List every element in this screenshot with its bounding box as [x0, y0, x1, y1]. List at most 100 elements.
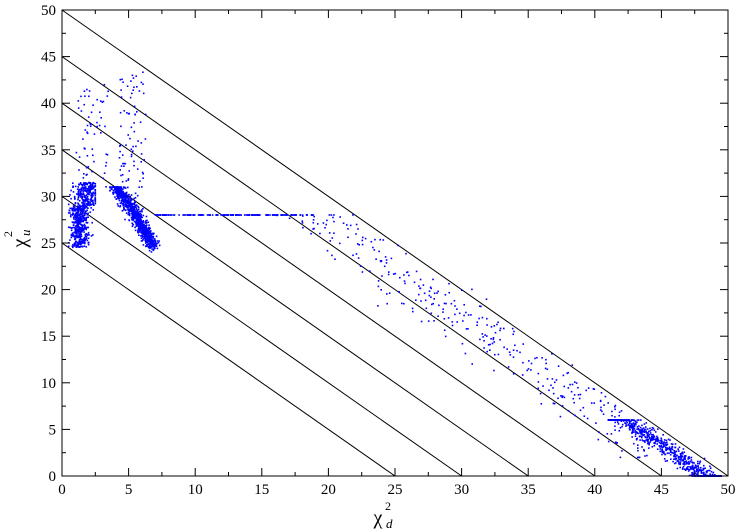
- data-point: [625, 420, 628, 423]
- data-point: [81, 241, 84, 243]
- data-point: [668, 447, 671, 450]
- data-point: [522, 343, 524, 345]
- data-point: [134, 213, 136, 215]
- data-point: [91, 170, 93, 173]
- data-point: [133, 160, 135, 163]
- data-point: [691, 472, 693, 474]
- data-point: [656, 436, 659, 439]
- data-point: [133, 86, 135, 89]
- data-point: [138, 229, 141, 232]
- data-point: [245, 214, 248, 216]
- data-point: [87, 201, 90, 204]
- data-point: [90, 194, 93, 196]
- data-point: [117, 193, 119, 195]
- data-point: [81, 197, 83, 200]
- data-point: [411, 307, 414, 310]
- data-point: [133, 164, 135, 167]
- data-point: [76, 209, 79, 212]
- data-point: [550, 384, 552, 387]
- data-point: [454, 313, 456, 316]
- data-point: [81, 224, 83, 226]
- data-point: [586, 417, 589, 420]
- data-point: [79, 182, 82, 184]
- data-point: [671, 443, 674, 445]
- data-point: [150, 233, 152, 236]
- data-point: [629, 425, 632, 428]
- data-point: [569, 383, 571, 386]
- data-point: [621, 419, 623, 421]
- data-point: [132, 145, 134, 148]
- data-point: [82, 207, 85, 210]
- data-point: [592, 388, 595, 390]
- data-point: [614, 421, 616, 424]
- data-point: [90, 187, 92, 190]
- data-point: [259, 214, 261, 216]
- data-point: [87, 231, 90, 234]
- data-point: [89, 123, 91, 125]
- data-point: [674, 446, 677, 449]
- data-point: [82, 210, 85, 212]
- y-tick-label: 5: [49, 422, 57, 438]
- data-point: [374, 238, 376, 241]
- data-point: [139, 219, 141, 221]
- data-point: [139, 217, 142, 220]
- data-point: [679, 459, 682, 461]
- data-point: [147, 221, 150, 223]
- data-point: [102, 100, 105, 103]
- data-point: [76, 193, 78, 195]
- data-point: [136, 86, 138, 88]
- data-point: [384, 256, 387, 258]
- data-point: [644, 455, 646, 457]
- reference-line: [61, 9, 729, 477]
- data-point: [611, 419, 614, 421]
- data-point: [608, 419, 610, 421]
- data-point: [154, 244, 157, 246]
- data-point: [122, 162, 124, 165]
- data-point: [132, 217, 135, 220]
- data-point: [563, 396, 566, 399]
- data-point: [131, 209, 134, 211]
- data-point: [377, 305, 379, 307]
- data-point: [150, 243, 152, 245]
- data-point: [142, 230, 145, 232]
- data-point: [211, 214, 214, 216]
- data-point: [93, 185, 95, 188]
- data-point: [76, 221, 79, 224]
- data-point: [124, 187, 127, 189]
- data-point: [113, 189, 116, 191]
- data-point: [691, 468, 693, 470]
- data-point: [128, 203, 131, 206]
- data-point: [132, 216, 135, 218]
- data-point: [649, 438, 652, 441]
- data-point: [69, 212, 71, 214]
- data-point: [124, 200, 126, 202]
- data-point: [124, 218, 126, 221]
- data-point: [178, 214, 180, 216]
- data-point: [137, 223, 139, 226]
- data-point: [84, 189, 87, 191]
- data-point: [83, 173, 85, 175]
- data-point: [269, 214, 271, 216]
- data-point: [141, 236, 144, 238]
- data-point: [120, 89, 122, 91]
- data-point: [143, 224, 145, 226]
- data-point: [83, 237, 86, 239]
- data-point: [93, 192, 95, 195]
- data-point: [669, 453, 672, 456]
- data-point: [110, 188, 113, 191]
- data-point: [155, 235, 158, 238]
- data-point: [115, 188, 118, 190]
- data-point: [673, 458, 675, 460]
- data-point: [616, 419, 619, 421]
- data-point: [183, 214, 185, 216]
- data-point: [437, 315, 439, 317]
- data-point: [77, 225, 79, 227]
- data-point: [122, 186, 125, 188]
- data-point: [142, 244, 145, 246]
- data-point: [148, 224, 150, 226]
- data-point: [342, 222, 345, 224]
- data-point: [140, 219, 142, 222]
- data-point: [648, 437, 651, 440]
- data-point: [661, 450, 663, 452]
- data-point: [87, 216, 89, 218]
